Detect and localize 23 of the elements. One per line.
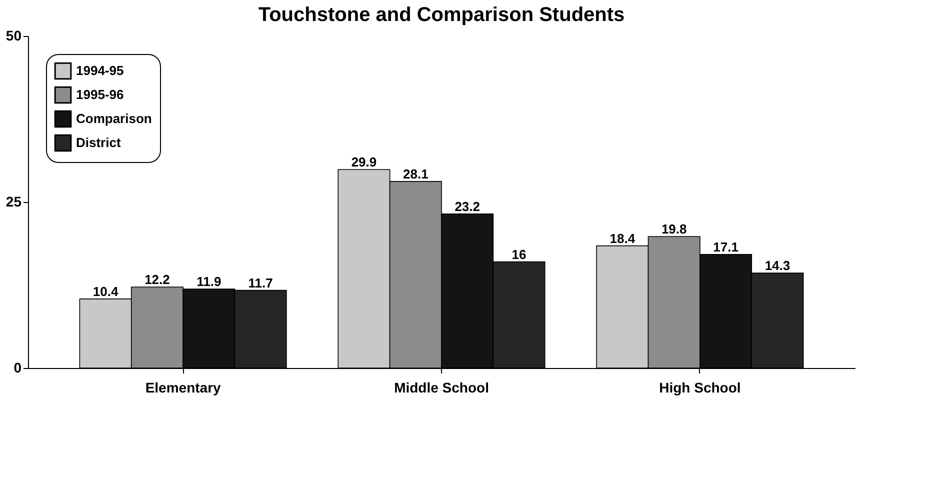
legend-label: 1995-96 <box>76 87 124 102</box>
data-label: 18.4 <box>610 230 636 246</box>
data-label: 14.3 <box>764 258 790 274</box>
data-label: 10.4 <box>92 284 119 299</box>
data-label: 23.2 <box>454 198 480 214</box>
data-label: 11.7 <box>248 275 273 290</box>
data-label: 28.1 <box>403 166 428 182</box>
x-tick-label: Elementary <box>145 380 222 396</box>
y-tick-label: 0 <box>14 360 22 376</box>
data-label: 19.8 <box>661 222 687 237</box>
data-label: 29.9 <box>351 154 377 170</box>
data-label: 12.2 <box>144 272 170 287</box>
y-tick-label: 50 <box>6 28 22 44</box>
legend-label: 1994-95 <box>76 63 124 78</box>
x-tick-label: High School <box>659 380 741 396</box>
y-tick-label: 25 <box>6 194 22 210</box>
legend-label: Comparison <box>76 111 152 126</box>
legend-label: District <box>76 135 122 150</box>
data-label: 11.9 <box>196 274 222 289</box>
data-label: 17.1 <box>713 239 738 254</box>
data-label: 16 <box>512 246 526 262</box>
chart-title: Touchstone and Comparison Students <box>258 4 625 26</box>
x-tick-label: Middle School <box>394 380 489 396</box>
